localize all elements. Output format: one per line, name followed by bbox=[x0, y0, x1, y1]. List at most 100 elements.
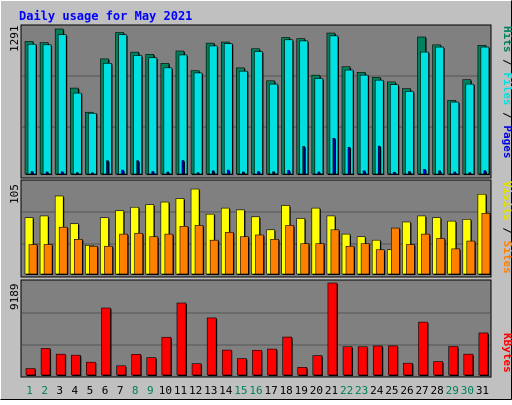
bar-pages bbox=[92, 173, 95, 175]
bar-sites bbox=[58, 226, 68, 275]
bar-sites bbox=[104, 245, 113, 275]
bar-pages bbox=[75, 172, 79, 175]
bar-pages bbox=[91, 172, 94, 175]
day-label: 13 bbox=[204, 384, 217, 397]
legend-files: Files bbox=[501, 72, 512, 105]
bar-sites bbox=[391, 227, 400, 275]
bar-pages bbox=[468, 172, 472, 175]
bar-sites bbox=[466, 240, 476, 275]
day-label: 21 bbox=[325, 384, 338, 397]
bar-sites bbox=[209, 239, 219, 275]
bar-kbytes bbox=[40, 348, 51, 376]
day-label: 5 bbox=[87, 384, 94, 397]
bar-pages bbox=[106, 160, 109, 175]
bar-sites bbox=[360, 243, 370, 275]
bar-files bbox=[284, 39, 293, 175]
bar-pages bbox=[257, 171, 260, 175]
bar-pages bbox=[332, 137, 336, 175]
bar-kbytes bbox=[221, 349, 232, 376]
bar-sites bbox=[43, 244, 53, 275]
day-label: 28 bbox=[431, 384, 444, 397]
day-label: 19 bbox=[295, 384, 308, 397]
bar-pages bbox=[166, 171, 170, 175]
bar-sites bbox=[149, 236, 159, 275]
bar-pages bbox=[483, 170, 487, 175]
legend-hits-files-pages: Hits / Files / Pages bbox=[501, 26, 512, 159]
day-label: 17 bbox=[264, 384, 277, 397]
bar-pages bbox=[362, 170, 366, 175]
bar-files bbox=[405, 91, 414, 175]
bar-pages bbox=[45, 171, 49, 175]
bar-pages bbox=[198, 173, 201, 175]
bar-kbytes bbox=[146, 357, 157, 376]
bar-kbytes bbox=[191, 363, 202, 376]
bar-pages bbox=[408, 171, 411, 175]
bar-pages bbox=[136, 160, 139, 175]
bar-pages bbox=[242, 171, 245, 175]
bar-files bbox=[118, 34, 127, 175]
legend-visits-sites: Visits / Sites bbox=[501, 181, 512, 274]
bar-files bbox=[465, 83, 475, 175]
bar-kbytes bbox=[297, 367, 308, 376]
bar-pages bbox=[287, 170, 290, 175]
bar-sites bbox=[315, 243, 325, 275]
bar-marks bbox=[24, 28, 491, 376]
legend-pages: Pages bbox=[501, 125, 512, 158]
bar-kbytes bbox=[312, 355, 323, 376]
day-label: 20 bbox=[310, 384, 323, 397]
day-label: 24 bbox=[370, 384, 384, 397]
bar-files bbox=[27, 43, 37, 175]
bar-files bbox=[148, 57, 158, 175]
bar-kbytes bbox=[372, 345, 383, 376]
bar-files bbox=[178, 54, 188, 175]
bar-kbytes bbox=[86, 361, 96, 376]
legend-sites: Sites bbox=[501, 241, 512, 274]
bar-kbytes bbox=[237, 358, 247, 376]
bar-kbytes bbox=[267, 348, 277, 376]
day-label: 10 bbox=[159, 384, 172, 397]
bar-sites bbox=[300, 243, 310, 275]
bar-files bbox=[435, 46, 444, 175]
bar-kbytes bbox=[25, 368, 36, 376]
bar-files bbox=[103, 63, 112, 175]
bar-sites bbox=[375, 249, 385, 275]
day-label: 16 bbox=[249, 384, 262, 397]
bar-sites bbox=[134, 232, 143, 275]
bar-files bbox=[88, 113, 97, 175]
bar-kbytes bbox=[463, 353, 474, 376]
bar-sites bbox=[345, 245, 355, 275]
bar-pages bbox=[302, 146, 306, 175]
day-label: 6 bbox=[102, 384, 109, 397]
bar-kbytes bbox=[403, 362, 413, 376]
legend-kbytes: KBytes bbox=[501, 333, 512, 373]
hits-axis-max-label: 1291 bbox=[8, 26, 21, 53]
bar-kbytes bbox=[448, 346, 459, 376]
day-label: 2 bbox=[41, 384, 48, 397]
bar-sites bbox=[240, 236, 249, 275]
day-label: 1 bbox=[26, 384, 33, 397]
bar-files bbox=[223, 43, 233, 175]
kbytes-axis-max-label: 9189 bbox=[8, 284, 21, 311]
visits-axis-max-label: 105 bbox=[8, 184, 21, 204]
bar-kbytes bbox=[116, 365, 126, 376]
bar-sites bbox=[119, 233, 128, 275]
day-label: 26 bbox=[400, 384, 413, 397]
bar-kbytes bbox=[342, 346, 353, 376]
bar-kbytes bbox=[252, 349, 262, 376]
bar-files bbox=[42, 44, 52, 175]
bar-sites bbox=[285, 225, 294, 275]
bar-files bbox=[193, 72, 203, 175]
bar-sites bbox=[436, 238, 445, 275]
bar-kbytes bbox=[176, 302, 187, 376]
bar-kbytes bbox=[418, 321, 428, 376]
bar-pages bbox=[272, 171, 275, 175]
bar-sites bbox=[224, 232, 234, 275]
bar-files bbox=[133, 55, 142, 175]
bar-files bbox=[254, 51, 263, 175]
bar-pages bbox=[151, 171, 155, 175]
bar-pages bbox=[347, 146, 351, 175]
day-label: 31 bbox=[476, 384, 489, 397]
bar-pages bbox=[393, 171, 396, 175]
bar-sites bbox=[28, 244, 38, 275]
bar-kbytes bbox=[161, 336, 172, 376]
